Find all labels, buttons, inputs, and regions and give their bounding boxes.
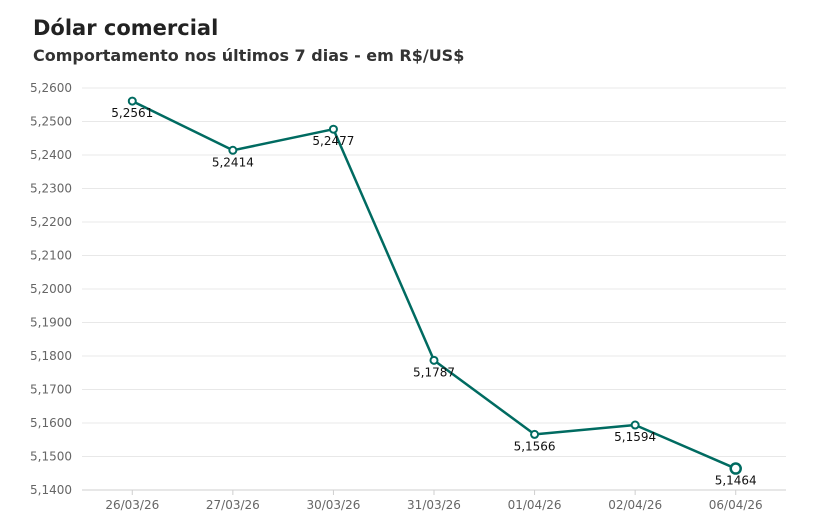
x-tick-label: 02/04/26 [608,498,662,512]
y-tick-label: 5,1800 [30,349,72,363]
y-tick-label: 5,2000 [30,282,72,296]
data-label: 5,2561 [111,106,153,120]
y-tick-label: 5,1700 [30,383,72,397]
data-label: 5,2477 [312,134,354,148]
data-label: 5,1464 [715,474,757,488]
y-tick-label: 5,1900 [30,316,72,330]
y-tick-label: 5,2200 [30,215,72,229]
data-point [228,145,238,155]
chart-title: Dólar comercial [33,16,219,40]
data-point [530,429,540,439]
data-point [729,462,742,475]
x-tick-label: 27/03/26 [206,498,260,512]
data-point [630,420,640,430]
y-tick-label: 5,1500 [30,450,72,464]
x-tick-label: 01/04/26 [508,498,562,512]
data-label: 5,1594 [614,430,656,444]
x-tick-label: 30/03/26 [306,498,360,512]
x-tick-label: 31/03/26 [407,498,461,512]
y-tick-label: 5,2400 [30,148,72,162]
y-tick-label: 5,2300 [30,182,72,196]
chart-subtitle: Comportamento nos últimos 7 dias - em R$… [33,46,465,65]
y-tick-label: 5,2100 [30,249,72,263]
x-tick-label: 06/04/26 [709,498,763,512]
y-tick-label: 5,2500 [30,115,72,129]
data-label: 5,1566 [514,439,556,453]
x-tick-label: 26/03/26 [105,498,159,512]
data-point [429,355,439,365]
y-tick-label: 5,1600 [30,416,72,430]
y-tick-label: 5,1400 [30,483,72,497]
y-tick-label: 5,2600 [30,81,72,95]
data-label: 5,2414 [212,155,254,169]
data-point [328,124,338,134]
data-point [127,96,137,106]
data-label: 5,1787 [413,365,455,379]
